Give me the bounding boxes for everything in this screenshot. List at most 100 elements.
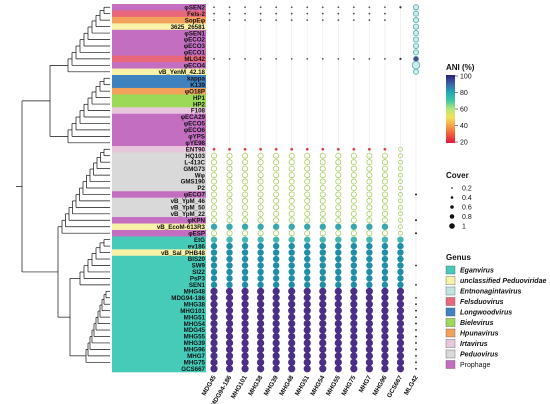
ani-dot: [304, 249, 311, 256]
ani-dot: [242, 191, 249, 198]
ani-dot: [288, 178, 295, 185]
ani-dot: [319, 184, 326, 191]
ani-dot: [272, 275, 280, 282]
ani-dot: [304, 281, 311, 289]
row-label: φECO7: [184, 192, 206, 199]
row-label: MHG39: [184, 340, 206, 347]
ani-dot: [415, 348, 417, 351]
ani-dot: [257, 223, 264, 230]
ani-dot: [381, 275, 389, 282]
ani-dot: [210, 319, 218, 328]
row-label: MDG94-186: [171, 295, 205, 302]
ani-dot: [288, 184, 295, 191]
genus-label: Peduovirus: [460, 352, 498, 359]
ani-dot: [319, 159, 326, 166]
ani-dot: [226, 184, 233, 191]
ani-dot: [334, 319, 342, 328]
ani-dot: [319, 197, 326, 204]
ani-dot: [368, 57, 371, 60]
ani-dot: [350, 319, 358, 328]
genus-band: [112, 333, 206, 341]
ani-dot: [396, 352, 405, 360]
ani-dot: [384, 6, 386, 9]
ani-dot: [288, 152, 295, 159]
ani-dot: [244, 57, 246, 60]
ani-dot: [210, 230, 217, 237]
ani-dot: [257, 319, 265, 328]
ani-dot: [210, 242, 218, 250]
ani-dot: [273, 217, 280, 224]
genus-band: [112, 184, 206, 192]
ani-dot: [304, 159, 311, 166]
ani-dot: [225, 339, 234, 347]
ani-dot: [350, 255, 358, 263]
ani-dot: [319, 217, 326, 224]
genus-band: [112, 36, 206, 44]
ani-dot: [225, 352, 234, 360]
ani-dot: [257, 275, 264, 282]
ani-dot: [241, 268, 249, 276]
ani-dot: [257, 184, 264, 191]
column-label: GCS667: [386, 374, 405, 399]
ani-dot: [226, 165, 233, 172]
ani-dot: [366, 159, 373, 166]
ani-dot: [381, 332, 389, 341]
ani-dot: [396, 365, 405, 373]
ani-dot: [257, 165, 264, 172]
ani-dot: [321, 57, 324, 60]
ani-dot: [381, 217, 388, 224]
genus-label: Longwoodvirus: [460, 310, 512, 317]
ani-dot: [366, 281, 373, 289]
ani-dot: [321, 12, 324, 15]
ani-dot: [366, 242, 373, 250]
ani-dot: [225, 332, 234, 341]
row-label: GCS667: [181, 366, 205, 373]
ani-dot: [350, 165, 357, 172]
ani-dot: [381, 358, 389, 366]
ani-dot: [257, 178, 264, 185]
genus-band: [112, 126, 206, 134]
ani-dot: [272, 223, 280, 230]
genus-band: [112, 178, 206, 186]
ani-dot: [257, 217, 264, 224]
ani-dot: [350, 300, 358, 308]
ani-dot: [303, 345, 311, 354]
ani-dot: [272, 352, 280, 360]
ani-dot: [381, 159, 388, 166]
ani-dot: [384, 57, 386, 60]
ani-dot: [319, 165, 326, 172]
ani-dot: [335, 230, 342, 237]
ani-dot: [412, 30, 419, 37]
ani-dot: [334, 345, 342, 354]
ani-dot: [319, 281, 326, 289]
ani-dot: [241, 262, 249, 269]
row-label: φSEN2: [184, 4, 205, 11]
ani-dot: [381, 223, 389, 230]
ani-dot: [337, 57, 340, 60]
genus-band: [112, 288, 206, 295]
ani-dot: [259, 6, 262, 9]
ani-dot: [350, 275, 358, 282]
ani-dot: [304, 184, 311, 191]
genus-band: [112, 23, 206, 31]
ani-dot: [303, 319, 311, 328]
ani-dot: [273, 178, 280, 185]
row-label: GMS190: [181, 179, 206, 186]
ani-dot: [381, 339, 389, 347]
genus-band: [112, 133, 206, 140]
ani-dot: [242, 197, 249, 204]
ani-dot: [242, 159, 249, 166]
ani-dot: [226, 178, 233, 185]
genus-band: [112, 346, 206, 353]
ani-dot: [304, 236, 311, 243]
ani-dot: [335, 165, 342, 172]
genus-band: [112, 255, 206, 263]
ani-dot: [306, 19, 309, 22]
genus-label: Bielevirus: [460, 320, 494, 327]
ani-dot: [335, 184, 342, 191]
row-label: GMG73: [183, 166, 205, 173]
ani-dot: [366, 204, 373, 211]
ani-dot: [304, 262, 311, 269]
ani-dot: [396, 319, 405, 328]
ani-dot: [273, 159, 280, 166]
